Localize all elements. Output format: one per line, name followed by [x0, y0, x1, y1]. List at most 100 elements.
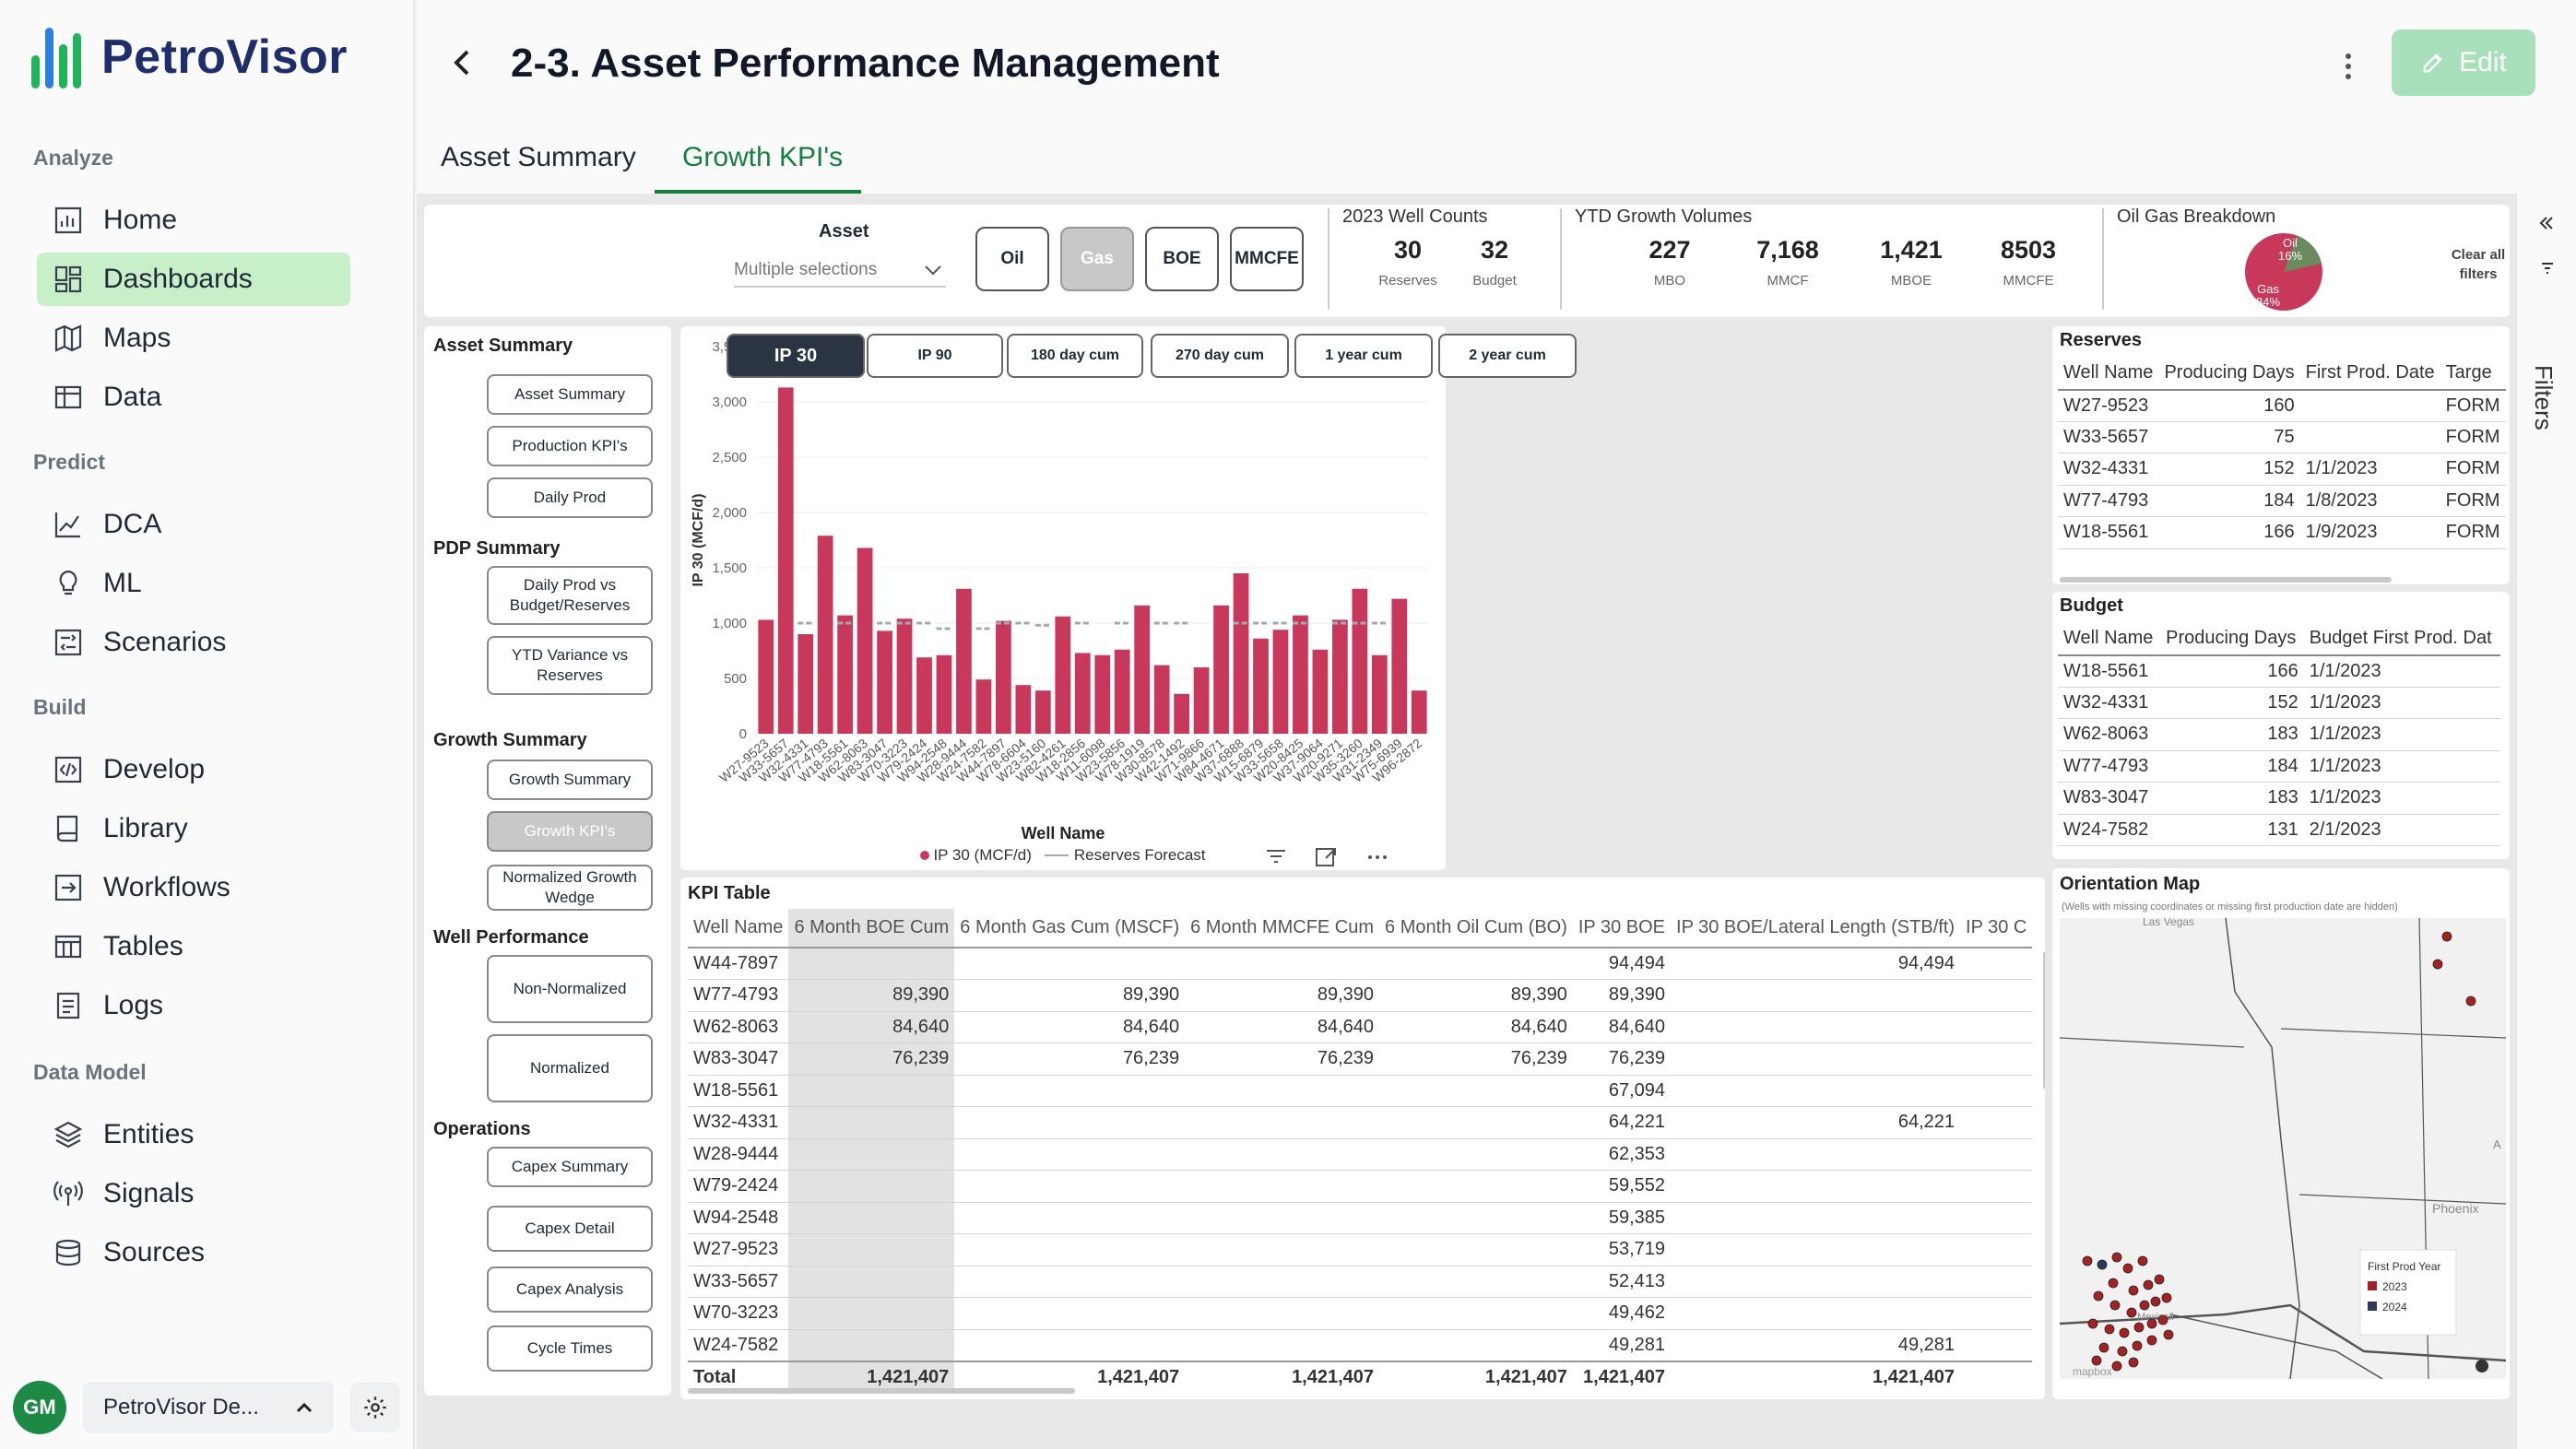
column-header[interactable]: IP 30 C: [1960, 909, 2033, 948]
app-logo[interactable]: PetroVisor: [31, 26, 348, 88]
sidebar-item-develop[interactable]: Develop: [37, 743, 350, 796]
well-location-dot[interactable]: [2126, 1307, 2137, 1318]
table-row[interactable]: W83-3047 76,239 76,239 76,239 76,239 76,239: [688, 1043, 2033, 1076]
well-location-dot[interactable]: [2137, 1255, 2148, 1266]
table-row[interactable]: W33-5657 52,413: [688, 1266, 2033, 1298]
well-location-dot[interactable]: [2111, 1361, 2122, 1372]
well-location-dot[interactable]: [2082, 1255, 2093, 1266]
table-row[interactable]: W24-7582 131 2/1/2023: [2058, 814, 2500, 846]
horizontal-scrollbar[interactable]: [688, 1388, 1075, 1394]
table-row[interactable]: W18-5561 166 1/9/2023 FORM: [2058, 516, 2506, 549]
workspace-select[interactable]: PetroVisor De...: [83, 1382, 334, 1433]
well-location-dot[interactable]: [2432, 959, 2443, 970]
well-location-dot[interactable]: [2108, 1278, 2119, 1289]
orientation-map[interactable]: Las Vegas Phoenix Mexicali A First Prod …: [2060, 918, 2506, 1379]
column-header[interactable]: 6 Month MMCFE Cum: [1185, 909, 1380, 948]
table-row[interactable]: W94-2548 59,385: [688, 1202, 2033, 1234]
more-options-icon[interactable]: [2334, 48, 2362, 85]
well-location-dot[interactable]: [2441, 931, 2452, 942]
page-nav-button-production-kpi-s[interactable]: Production KPI's: [487, 426, 653, 466]
back-arrow-icon[interactable]: [444, 44, 481, 81]
well-location-dot[interactable]: [2128, 1285, 2139, 1296]
page-nav-button-normalized-growth-wedge[interactable]: Normalized Growth Wedge: [487, 865, 653, 911]
page-nav-button-daily-prod[interactable]: Daily Prod: [487, 477, 653, 518]
table-row[interactable]: W44-7897 94,494 94,494: [688, 948, 2033, 980]
well-location-dot[interactable]: [2163, 1329, 2174, 1340]
column-header[interactable]: 6 Month Gas Cum (MSCF): [954, 909, 1186, 948]
well-location-dot[interactable]: [2097, 1259, 2108, 1270]
edit-button[interactable]: Edit: [2392, 29, 2535, 96]
sidebar-item-dca[interactable]: DCA: [37, 498, 350, 551]
sidebar-item-signals[interactable]: Signals: [37, 1167, 350, 1220]
page-nav-button-capex-analysis[interactable]: Capex Analysis: [487, 1266, 653, 1313]
oil-gas-pie[interactable]: Oil 16% Gas 84%: [2242, 230, 2325, 313]
table-row[interactable]: W32-4331 152 1/1/2023: [2058, 687, 2500, 719]
metric-button-270-day-cum[interactable]: 270 day cum: [1151, 334, 1289, 378]
sidebar-item-dashboards[interactable]: Dashboards: [37, 253, 350, 306]
page-nav-button-capex-summary[interactable]: Capex Summary: [487, 1147, 653, 1187]
sidebar-item-ml[interactable]: ML: [37, 557, 350, 610]
product-btn-oil[interactable]: Oil: [975, 227, 1049, 291]
column-header[interactable]: Well Name: [688, 909, 789, 948]
column-header[interactable]: 6 Month Oil Cum (BO): [1379, 909, 1573, 948]
metric-button-ip-30[interactable]: IP 30: [727, 334, 865, 378]
page-nav-button-growth-summary[interactable]: Growth Summary: [487, 760, 653, 800]
table-row[interactable]: W62-8063 183 1/1/2023: [2058, 718, 2500, 751]
page-nav-button-ytd-variance-vs-reserves[interactable]: YTD Variance vs Reserves: [487, 636, 653, 695]
table-row[interactable]: W77-4793 89,390 89,390 89,390 89,390 89,390: [688, 979, 2033, 1012]
product-btn-boe[interactable]: BOE: [1145, 227, 1219, 291]
well-location-dot[interactable]: [2098, 1342, 2109, 1353]
table-row[interactable]: W62-8063 84,640 84,640 84,640 84,640 84,640: [688, 1011, 2033, 1043]
focus-mode-icon[interactable]: [1316, 848, 1336, 866]
well-location-dot[interactable]: [2087, 1318, 2098, 1329]
filter-icon[interactable]: [1267, 850, 1285, 863]
oil-slice[interactable]: [2284, 235, 2322, 272]
well-location-dot[interactable]: [2109, 1300, 2121, 1311]
sidebar-item-workflows[interactable]: Workflows: [37, 861, 350, 914]
well-location-dot[interactable]: [2161, 1292, 2172, 1303]
well-location-dot[interactable]: [2093, 1290, 2104, 1302]
sidebar-item-tables[interactable]: Tables: [37, 920, 350, 973]
page-nav-button-normalized[interactable]: Normalized: [487, 1034, 653, 1102]
well-location-dot[interactable]: [2139, 1300, 2150, 1311]
settings-button[interactable]: [350, 1383, 400, 1432]
table-row[interactable]: W32-4331 64,221 64,221: [688, 1106, 2033, 1139]
well-location-dot[interactable]: [2128, 1357, 2139, 1368]
sidebar-item-data[interactable]: Data: [37, 371, 350, 424]
horizontal-scrollbar[interactable]: [2060, 577, 2392, 583]
asset-dropdown[interactable]: Multiple selections: [734, 254, 946, 288]
column-header[interactable]: Producing Days: [2158, 358, 2300, 391]
well-location-dot[interactable]: [2146, 1335, 2157, 1346]
page-nav-button-non-normalized[interactable]: Non-Normalized: [487, 955, 653, 1023]
well-location-dot[interactable]: [2150, 1296, 2161, 1307]
info-icon[interactable]: [2476, 1360, 2488, 1372]
sidebar-item-library[interactable]: Library: [37, 802, 350, 855]
sidebar-item-logs[interactable]: Logs: [37, 979, 350, 1032]
well-location-dot[interactable]: [2104, 1324, 2115, 1335]
column-header[interactable]: IP 30 BOE/Lateral Length (STB/ft): [1671, 909, 1961, 948]
table-row[interactable]: W18-5561 166 1/1/2023: [2058, 654, 2500, 688]
column-header[interactable]: Producing Days: [2160, 623, 2304, 656]
table-row[interactable]: W77-4793 184 1/1/2023: [2058, 750, 2500, 783]
expand-left-icon[interactable]: [2537, 214, 2556, 232]
column-header[interactable]: First Prod. Date: [2299, 358, 2440, 391]
table-row[interactable]: W32-4331 152 1/1/2023 FORM: [2058, 453, 2506, 486]
table-row[interactable]: W27-9523 160 FORM: [2058, 389, 2506, 422]
table-row[interactable]: W79-2424 59,552: [688, 1170, 2033, 1203]
page-nav-button-growth-kpi-s[interactable]: Growth KPI's: [487, 811, 653, 852]
metric-button-1-year-cum[interactable]: 1 year cum: [1294, 334, 1433, 378]
metric-button-ip-90[interactable]: IP 90: [867, 334, 1003, 378]
table-row[interactable]: W18-5561 67,094: [688, 1075, 2033, 1107]
column-header[interactable]: Well Name: [2058, 623, 2161, 656]
well-location-dot[interactable]: [2132, 1340, 2143, 1351]
table-row[interactable]: W77-4793 184 1/8/2023 FORM: [2058, 485, 2506, 517]
well-location-dot[interactable]: [2157, 1314, 2168, 1325]
well-location-dot[interactable]: [2154, 1274, 2165, 1285]
tab-growth-kpis[interactable]: Growth KPI's: [682, 142, 844, 172]
column-header[interactable]: IP 30 BOE: [1572, 909, 1672, 948]
column-header[interactable]: Well Name: [2058, 358, 2159, 391]
clear-filters-button[interactable]: Clear all filters: [2451, 247, 2506, 282]
vertical-scrollbar[interactable]: [2043, 951, 2045, 1090]
column-header[interactable]: Targe: [2440, 358, 2506, 391]
table-row[interactable]: W83-3047 183 1/1/2023: [2058, 782, 2500, 815]
